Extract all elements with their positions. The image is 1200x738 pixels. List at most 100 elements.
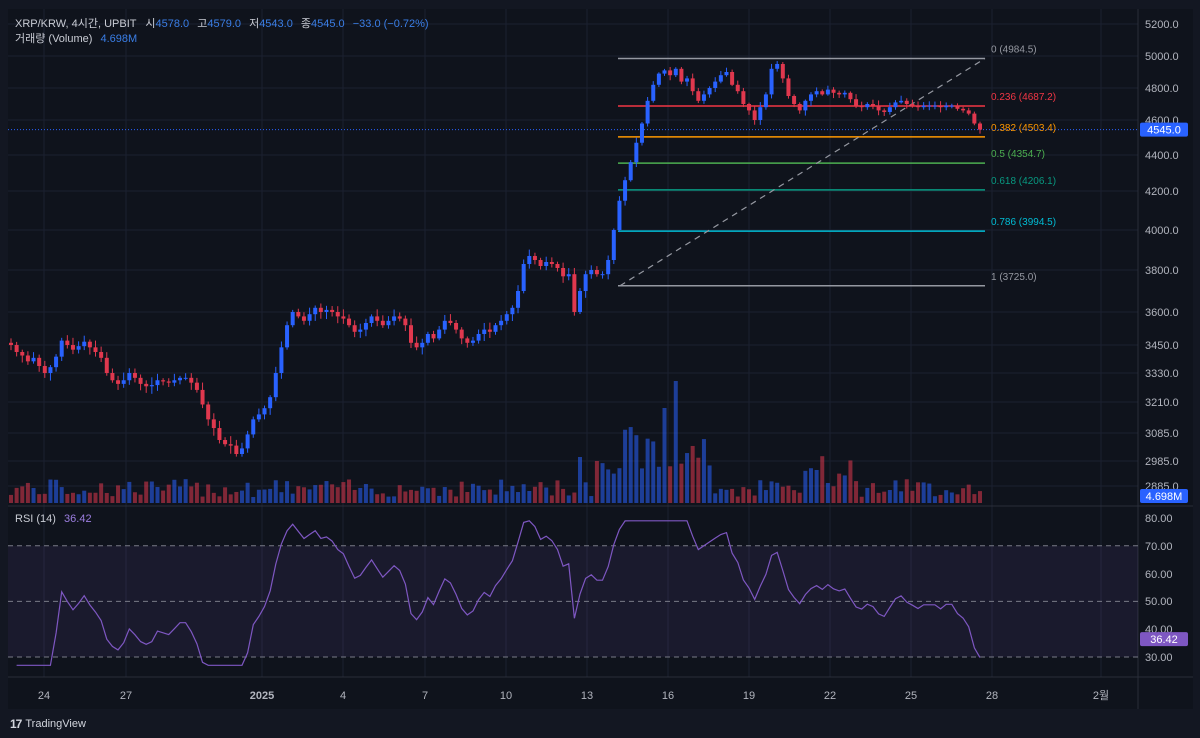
candle-body (408, 325, 413, 343)
time-axis-label: 24 (38, 690, 50, 702)
candle-body (296, 312, 301, 317)
volume-bar (718, 488, 723, 503)
volume-bar (685, 453, 690, 503)
candle-body (87, 341, 92, 348)
volume-tag-text: 4.698M (1146, 491, 1183, 503)
time-axis-label: 2025 (250, 690, 274, 702)
candle-body (341, 316, 346, 319)
volume-bar (93, 492, 98, 503)
volume-bar (31, 488, 36, 503)
chart-frame[interactable]: 5200.0 5000.0 4800.0 4600.0 4400.0 4200.0 4000… (8, 9, 1193, 709)
volume-bar (138, 494, 143, 503)
candle-body (944, 105, 949, 108)
volume-bar (876, 492, 881, 503)
price-tick-label: 4000.0 (1145, 225, 1179, 237)
chart-canvas[interactable]: 5200.05000.04800.04600.04400.04200.04000… (8, 9, 1193, 709)
candle-body (769, 68, 774, 95)
tradingview-logo-icon: 17 (10, 717, 22, 731)
volume-bar (679, 463, 684, 503)
candle-body (178, 377, 183, 381)
candle-body (245, 434, 250, 449)
volume-bar (758, 480, 763, 503)
volume-bar (611, 473, 616, 503)
candle-body (606, 260, 611, 275)
time-axis-label: 10 (500, 690, 512, 702)
volume-bar (921, 482, 926, 503)
volume-bar (780, 486, 785, 503)
candle-body (949, 105, 954, 107)
candle-body (14, 345, 19, 352)
tradingview-logo[interactable]: 17 TradingView (10, 717, 86, 731)
volume-bar (747, 489, 752, 503)
volume-bar (9, 494, 13, 503)
footer-bar: 17 TradingView (0, 709, 1200, 738)
candle-body (352, 325, 357, 332)
rsi-label[interactable]: RSI (14) (15, 513, 56, 525)
volume-bar (797, 492, 802, 503)
volume-bar (724, 489, 729, 503)
volume-bar (516, 492, 521, 503)
volume-bar (335, 487, 340, 503)
volume-bar (504, 491, 509, 503)
time-axis-label: 19 (743, 690, 755, 702)
volume-bar (448, 489, 453, 503)
volume-bar (701, 439, 706, 503)
candle-body (803, 100, 808, 111)
candle-body (476, 334, 481, 341)
volume-bar (763, 490, 768, 503)
candle-body (701, 94, 706, 101)
candle-body (516, 291, 521, 308)
candle-body (639, 123, 644, 143)
volume-bar (37, 494, 42, 503)
volume-bar (324, 481, 329, 503)
volume-bar (234, 491, 239, 503)
price-tick-label: 3210.0 (1145, 397, 1179, 409)
candle-body (932, 105, 937, 107)
volume-bar (606, 469, 611, 503)
volume-bar (555, 480, 560, 503)
volume-bar (713, 493, 718, 503)
volume-bar (887, 490, 892, 503)
candle-body (262, 408, 267, 415)
volume-bar (273, 480, 278, 503)
volume-bar (578, 457, 583, 503)
candle-body (335, 312, 340, 317)
candle-body (403, 318, 408, 326)
candle-body (966, 110, 971, 114)
volume-bar (792, 490, 797, 503)
fib-level-label: 1 (3725.0) (991, 272, 1037, 283)
candle-body (882, 110, 887, 112)
candle-body (752, 110, 757, 120)
candle-body (679, 68, 684, 82)
candle-body (121, 380, 126, 384)
volume-label[interactable]: 거래량 (Volume) (15, 33, 93, 45)
candle-body (527, 256, 532, 264)
candle-body (645, 100, 650, 124)
volume-bar (623, 429, 628, 503)
volume-bar (854, 481, 859, 503)
volume-bar (397, 485, 402, 503)
volume-bar (842, 475, 847, 503)
volume-bar (166, 484, 171, 503)
symbol-title[interactable]: XRP/KRW, 4시간, UPBIT (15, 18, 137, 30)
candle-body (228, 444, 233, 446)
volume-bar (938, 494, 943, 503)
fib-level-label: 0.618 (4206.1) (991, 176, 1056, 187)
volume-bar (132, 492, 137, 503)
volume-bar (54, 479, 59, 503)
volume-bar (59, 487, 64, 503)
volume-bar (673, 381, 678, 503)
high-label: 고 (197, 18, 208, 30)
price-tick-label: 3450.0 (1145, 340, 1179, 352)
candle-body (532, 256, 537, 260)
candle-body (707, 88, 712, 95)
volume-bar (206, 484, 211, 503)
volume-bar (668, 466, 673, 503)
fib-level-label: 0.382 (4503.4) (991, 123, 1056, 134)
rsi-tick-label: 30.00 (1145, 652, 1173, 664)
candle-body (583, 274, 588, 291)
volume-bar (628, 427, 633, 503)
volume-bar (251, 496, 256, 503)
volume-bar (392, 496, 397, 503)
candle-body (808, 94, 813, 101)
